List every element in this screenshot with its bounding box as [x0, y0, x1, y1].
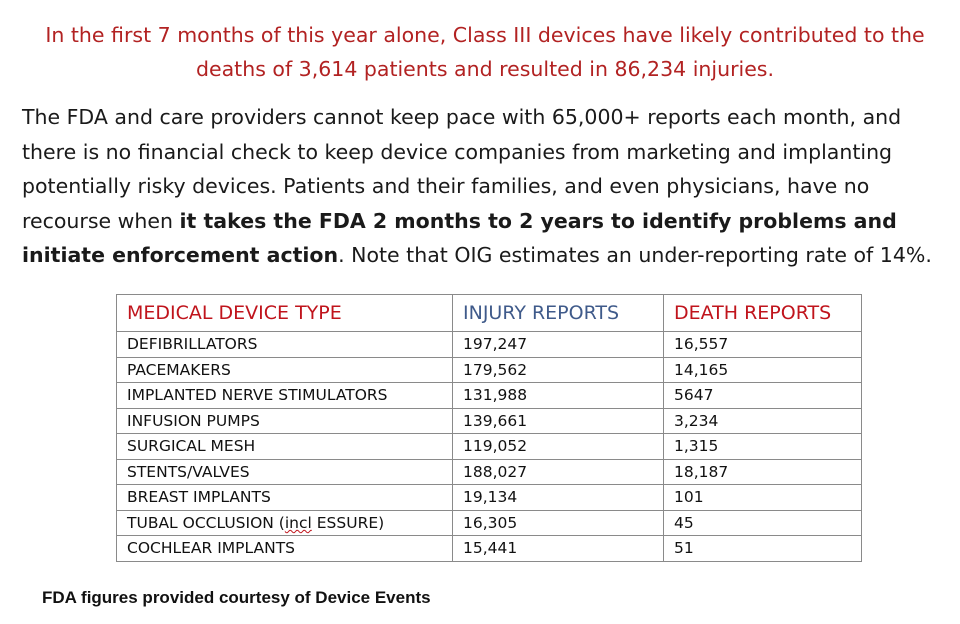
- device-type-cell: SURGICAL MESH: [116, 433, 453, 460]
- device-type-suffix: ESSURE): [311, 513, 385, 532]
- table-row: INFUSION PUMPS 139,661 3,234: [116, 407, 862, 434]
- injury-reports-cell: 139,661: [452, 407, 664, 434]
- injury-reports-cell: 19,134: [452, 484, 664, 511]
- device-type-cell: BREAST IMPLANTS: [116, 484, 453, 511]
- injury-reports-cell: 119,052: [452, 433, 664, 460]
- header-device-type: MEDICAL DEVICE TYPE: [116, 294, 453, 332]
- injury-reports-cell: 15,441: [452, 535, 664, 562]
- death-reports-cell: 45: [663, 509, 862, 536]
- device-type-cell: DEFIBRILLATORS: [116, 331, 453, 358]
- spellcheck-underlined-word: incl: [284, 513, 312, 532]
- table-header-row: MEDICAL DEVICE TYPE INJURY REPORTS DEATH…: [116, 294, 862, 332]
- death-reports-cell: 101: [663, 484, 862, 511]
- body-paragraph: The FDA and care providers cannot keep p…: [22, 100, 942, 273]
- table-row: BREAST IMPLANTS 19,134 101: [116, 484, 862, 511]
- death-reports-cell: 16,557: [663, 331, 862, 358]
- device-type-cell: IMPLANTED NERVE STIMULATORS: [116, 382, 453, 409]
- device-type-prefix: TUBAL OCCLUSION (: [127, 513, 285, 532]
- injury-reports-cell: 188,027: [452, 458, 664, 485]
- paragraph-text-start: The FDA and care providers cannot keep p…: [22, 105, 902, 233]
- death-reports-cell: 14,165: [663, 356, 862, 383]
- table-row: SURGICAL MESH 119,052 1,315: [116, 433, 862, 460]
- table-row: DEFIBRILLATORS 197,247 16,557: [116, 331, 862, 358]
- death-reports-cell: 18,187: [663, 458, 862, 485]
- death-reports-cell: 1,315: [663, 433, 862, 460]
- table-row: IMPLANTED NERVE STIMULATORS 131,988 5647: [116, 382, 862, 409]
- injury-reports-cell: 197,247: [452, 331, 664, 358]
- table-row: TUBAL OCCLUSION (incl ESSURE) 16,305 45: [116, 509, 862, 536]
- death-reports-cell: 51: [663, 535, 862, 562]
- table-row: PACEMAKERS 179,562 14,165: [116, 356, 862, 383]
- device-type-cell: TUBAL OCCLUSION (incl ESSURE): [116, 509, 453, 536]
- header-injury-reports: INJURY REPORTS: [452, 294, 664, 332]
- device-type-cell: PACEMAKERS: [116, 356, 453, 383]
- paragraph-bold-text: it takes the FDA 2 months to 2 years to …: [22, 208, 897, 268]
- header-death-reports: DEATH REPORTS: [663, 294, 862, 332]
- injury-reports-cell: 131,988: [452, 382, 664, 409]
- device-reports-table: MEDICAL DEVICE TYPE INJURY REPORTS DEATH…: [116, 294, 862, 562]
- source-footer: FDA figures provided courtesy of Device …: [42, 588, 431, 607]
- table-row: COCHLEAR IMPLANTS 15,441 51: [116, 535, 862, 562]
- device-type-cell: STENTS/VALVES: [116, 458, 453, 485]
- headline: In the first 7 months of this year alone…: [45, 23, 925, 81]
- device-type-cell: INFUSION PUMPS: [116, 407, 453, 434]
- paragraph-text-end: . Note that OIG estimates an under-repor…: [338, 243, 932, 267]
- table-row: STENTS/VALVES 188,027 18,187: [116, 458, 862, 485]
- device-type-cell: COCHLEAR IMPLANTS: [116, 535, 453, 562]
- death-reports-cell: 5647: [663, 382, 862, 409]
- injury-reports-cell: 16,305: [452, 509, 664, 536]
- death-reports-cell: 3,234: [663, 407, 862, 434]
- injury-reports-cell: 179,562: [452, 356, 664, 383]
